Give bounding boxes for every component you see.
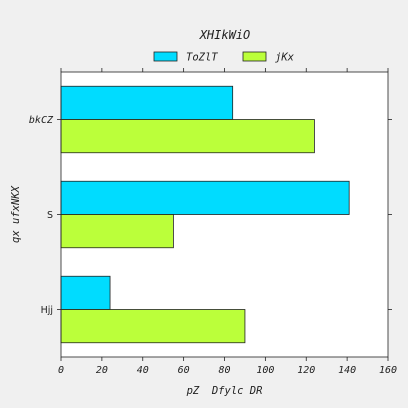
y-tick-label-bkcz: bkCZ xyxy=(29,115,54,126)
legend-label-jkx: jKx xyxy=(275,52,295,64)
y-axis-label: qx ufxNKX xyxy=(10,185,22,243)
bar-jkx-bkcz xyxy=(60,119,315,154)
bar-tozlt-hjj xyxy=(60,275,111,310)
x-axis-label: pZ Dfylc DR xyxy=(186,385,263,397)
bar-jkx-s xyxy=(60,214,174,249)
bar-tozlt-s xyxy=(60,180,350,215)
x-tick-label-20: 20 xyxy=(96,365,108,376)
bar-jkx-hjj xyxy=(60,309,246,344)
x-tick-label-0: 0 xyxy=(58,365,64,376)
x-axis-ticks: 0 20 40 60 80 100 120 140 160 xyxy=(58,68,397,376)
bar-tozlt-bkcz xyxy=(60,85,234,120)
x-tick-label-60: 60 xyxy=(178,365,190,376)
x-tick-label-100: 100 xyxy=(256,365,274,376)
x-tick-label-140: 140 xyxy=(338,365,356,376)
x-tick-label-120: 120 xyxy=(297,365,315,376)
chart-title: XHIkWiO xyxy=(199,28,251,42)
y-tick-label-s: S xyxy=(47,210,53,221)
legend-label-tozlt: ToZlT xyxy=(186,52,218,64)
x-tick-label-40: 40 xyxy=(137,365,149,376)
bars xyxy=(60,85,350,344)
legend-swatch-jkx xyxy=(242,51,267,62)
y-axis-ticks: bkCZ S Hjj xyxy=(29,115,392,316)
legend: ToZlT jKx xyxy=(153,51,295,64)
x-tick-label-80: 80 xyxy=(218,365,230,376)
y-tick-label-hjj: Hjj xyxy=(41,305,53,316)
x-tick-label-160: 160 xyxy=(379,365,397,376)
legend-swatch-tozlt xyxy=(153,51,178,62)
